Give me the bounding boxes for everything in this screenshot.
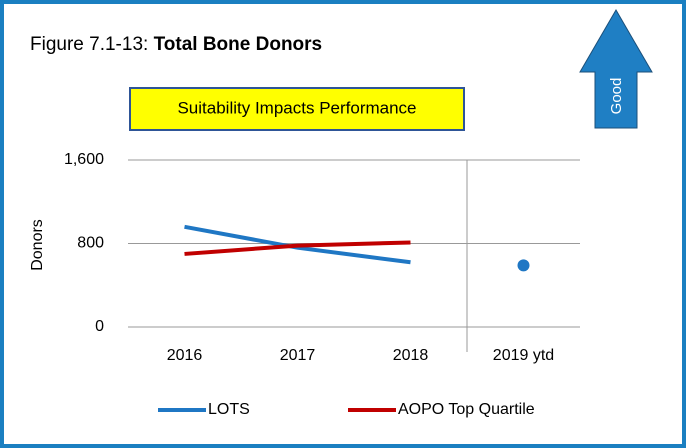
- x-tick-label: 2017: [280, 347, 316, 364]
- arrow-label: Good: [608, 78, 625, 115]
- y-tick-label: 0: [95, 318, 104, 335]
- x-tick-label: 2019 ytd: [493, 347, 554, 364]
- x-tick-label: 2018: [393, 347, 429, 364]
- chart-title: Figure 7.1-13: Total Bone Donors: [30, 34, 322, 55]
- legend-label: AOPO Top Quartile: [398, 401, 535, 418]
- good-arrow: [579, 9, 653, 129]
- banner-text: Suitability Impacts Performance: [177, 98, 416, 117]
- title-main: Total Bone Donors: [154, 34, 323, 55]
- y-axis-label: Donors: [29, 219, 46, 271]
- series-line: [184, 240, 411, 256]
- data-point: [517, 259, 530, 272]
- series-line: [184, 224, 411, 265]
- legend-label: LOTS: [208, 401, 250, 418]
- y-tick-label: 1,600: [64, 151, 104, 168]
- x-tick-label: 2016: [167, 347, 203, 364]
- title-prefix: Figure 7.1-13:: [30, 34, 154, 55]
- banner-box: [129, 87, 465, 131]
- y-tick-label: 800: [77, 235, 104, 252]
